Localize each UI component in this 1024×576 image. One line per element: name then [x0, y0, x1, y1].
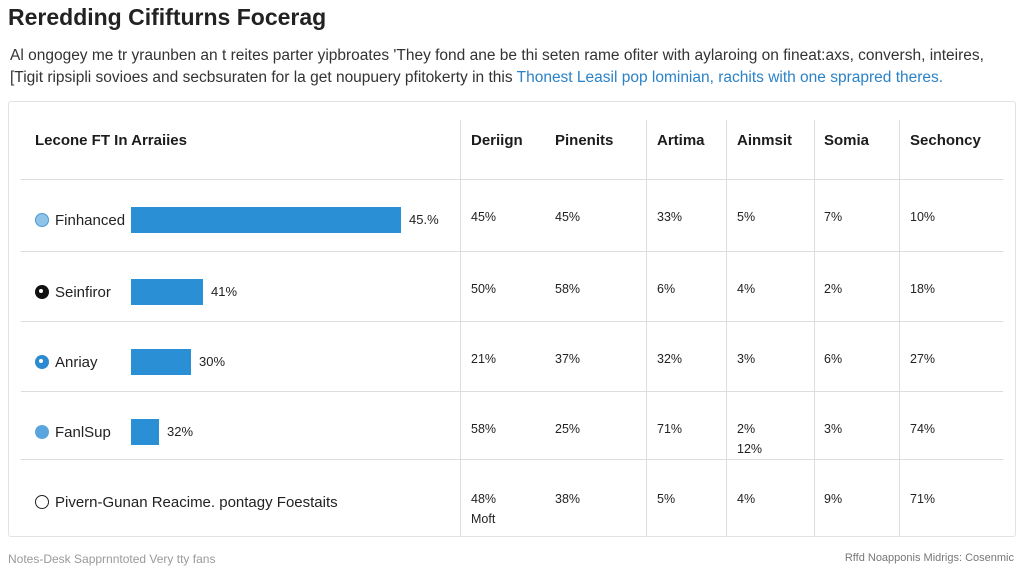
table-cell: 2%: [824, 282, 843, 296]
table-cell: 50%: [471, 282, 497, 296]
row-label-text: Finhanced: [55, 211, 126, 229]
row-label: Seinfiror: [35, 282, 111, 302]
table-cell: 74%: [910, 422, 936, 436]
table-cell: 6%: [824, 352, 843, 366]
dark-circle-icon: [35, 285, 49, 299]
table-cell: 5%: [657, 492, 676, 506]
lightblue-circle-icon: [35, 425, 49, 439]
ring-icon: [35, 495, 49, 509]
row-label-text: Pivern-Gunan Reacime. pontagy Foestaits: [55, 493, 338, 511]
table-cell: 21%: [471, 352, 497, 366]
table-cell: 38%: [555, 492, 581, 506]
blue-circle-icon: [35, 355, 49, 369]
column-divider: [726, 120, 727, 536]
table-cell: 10%: [910, 210, 936, 224]
row-label: Anriay: [35, 352, 98, 372]
row-divider: [21, 179, 1003, 180]
table-cell: 58%: [471, 422, 497, 436]
bar: [131, 419, 159, 445]
table-cell: 18%: [910, 282, 936, 296]
row-divider: [21, 321, 1003, 322]
table-cell: 7%: [824, 210, 843, 224]
row-divider: [21, 251, 1003, 252]
table-cell: 32%: [657, 352, 683, 366]
column-divider: [814, 120, 815, 536]
bar-value-label: 32%: [167, 424, 194, 439]
table-cell: 48% Moft: [471, 492, 497, 526]
intro-line-2-highlight: Thonest Leasil pop lominian, rachits wit…: [516, 69, 944, 86]
bar: [131, 349, 191, 375]
column-divider: [646, 120, 647, 536]
table-cell: 4%: [737, 282, 756, 296]
column-divider: [460, 120, 461, 536]
row-label-text: FanlSup: [55, 423, 111, 441]
footer-credit: Rffd Noapponis Midrigs: Cosenmic: [844, 552, 1014, 564]
footer-note: Notes-Desk Sapprnntoted Very tty fans: [8, 552, 216, 566]
row-divider: [21, 391, 1003, 392]
intro-line-2: [Tigit ripsipli sovioes and secbsuraten …: [10, 67, 1010, 89]
row-label-text: Seinfiror: [55, 283, 111, 301]
table-cell: 3%: [824, 422, 843, 436]
data-table-card: Lecone FT In Arraiies Deriign Pinenits Art…: [8, 101, 1016, 537]
row-label-text: Anriay: [55, 353, 98, 371]
globe-icon: [35, 213, 49, 227]
bar: [131, 279, 203, 305]
table-cell: 71%: [910, 492, 936, 506]
column-header: Artima: [657, 132, 705, 149]
table-cell: 45%: [471, 210, 497, 224]
intro-line-2-plain: [Tigit ripsipli sovioes and secbsuraten …: [10, 69, 513, 86]
row-label: Finhanced: [35, 210, 125, 230]
table-cell: 4%: [737, 492, 756, 506]
column-header: Deriign: [471, 132, 523, 149]
column-header: Ainmsit: [737, 132, 793, 149]
bar-value-label: 41%: [211, 284, 238, 299]
table-cell: 58%: [555, 282, 581, 296]
intro-text: Al ongogey me tr yraunben an t reites pa…: [10, 45, 1010, 89]
bar-value-label: 30%: [199, 354, 226, 369]
intro-line-1: Al ongogey me tr yraunben an t reites pa…: [10, 47, 984, 64]
table-cell: 6%: [657, 282, 676, 296]
column-header: Pinenits: [555, 132, 614, 149]
row-label: Pivern-Gunan Reacime. pontagy Foestaits: [35, 492, 338, 512]
table-title: Lecone FT In Arraiies: [35, 132, 187, 149]
table-cell: 3%: [737, 352, 756, 366]
column-header: Sechoncy: [910, 132, 981, 149]
table-cell: 9%: [824, 492, 843, 506]
table-cell: 5%: [737, 210, 756, 224]
table-cell: 25%: [555, 422, 581, 436]
table-cell: 45%: [555, 210, 581, 224]
table-cell: 2% 12%: [737, 422, 763, 456]
row-label: FanlSup: [35, 422, 111, 442]
row-divider: [21, 459, 1003, 460]
bar: [131, 207, 401, 233]
column-header: Somia: [824, 132, 870, 149]
column-divider: [899, 120, 900, 536]
table-cell: 37%: [555, 352, 581, 366]
page-title: Reredding Cififturns Focerag: [8, 4, 327, 30]
table-cell: 27%: [910, 352, 936, 366]
table-cell: 33%: [657, 210, 683, 224]
bar-value-label: 45.%: [409, 212, 439, 227]
table-cell: 71%: [657, 422, 683, 436]
